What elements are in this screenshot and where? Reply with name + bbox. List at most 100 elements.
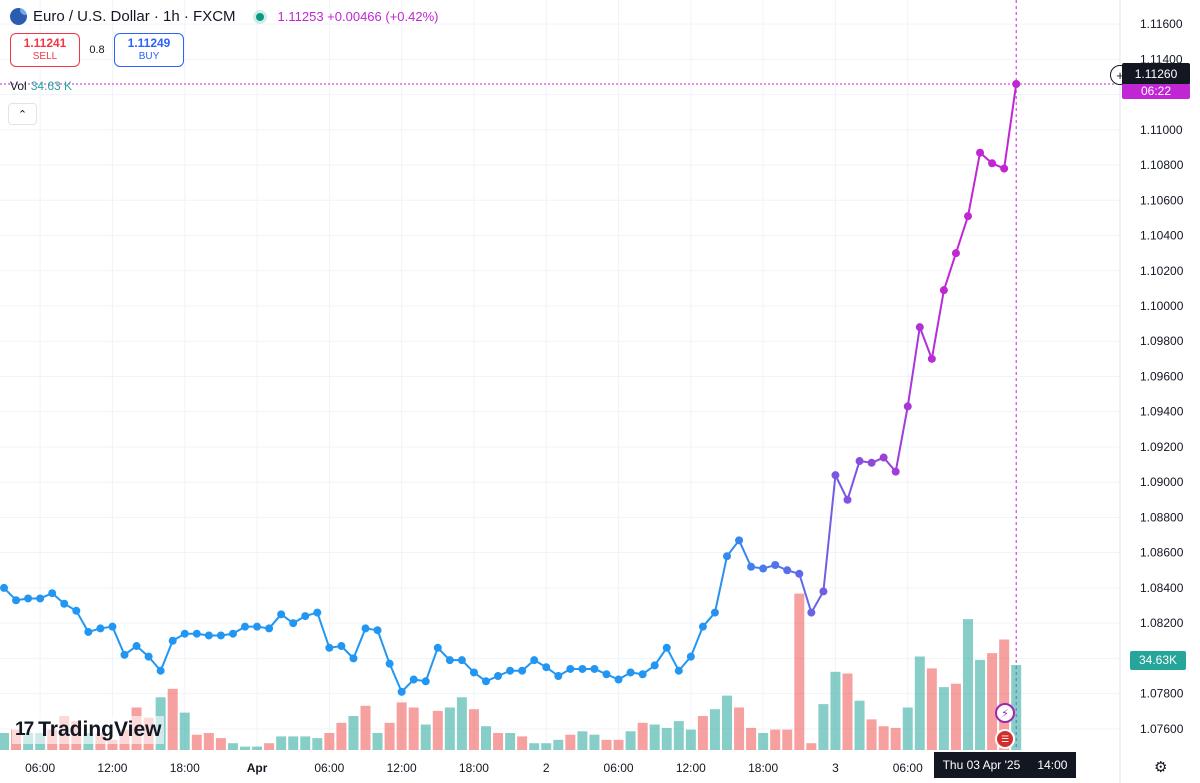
tradingview-mark-icon: 17 bbox=[15, 719, 34, 740]
price-point bbox=[457, 656, 466, 665]
volume-bar bbox=[601, 739, 612, 750]
price-point bbox=[988, 159, 997, 168]
volume-bar bbox=[191, 734, 202, 750]
time-tick-label: 3 bbox=[832, 761, 839, 775]
price-point bbox=[24, 594, 33, 603]
price-point bbox=[361, 624, 370, 633]
price-point bbox=[397, 687, 406, 696]
price-point bbox=[253, 622, 262, 631]
price-point bbox=[1012, 80, 1021, 88]
price-point bbox=[337, 642, 346, 651]
time-tick-label: 18:00 bbox=[748, 761, 778, 775]
price-segment bbox=[798, 572, 813, 614]
price-point bbox=[879, 453, 888, 462]
volume-bar bbox=[987, 653, 998, 750]
price-tick-label: 1.10200 bbox=[1140, 264, 1184, 278]
volume-bar bbox=[613, 739, 624, 750]
price-point bbox=[494, 672, 503, 680]
price-tick-label: 1.09600 bbox=[1140, 369, 1184, 383]
price-point bbox=[180, 629, 189, 638]
price-tick-label: 1.08800 bbox=[1140, 510, 1184, 524]
price-point bbox=[819, 587, 828, 596]
volume-bar bbox=[950, 683, 961, 750]
price-point bbox=[289, 619, 298, 628]
tradingview-logo[interactable]: 17 TradingView bbox=[12, 716, 165, 744]
chevron-up-icon: ⌃ bbox=[17, 108, 28, 121]
price-tick-label: 1.10600 bbox=[1140, 193, 1184, 207]
volume-bar bbox=[468, 709, 479, 750]
symbol-title[interactable]: Euro / U.S. Dollar · 1h · FXCM bbox=[33, 8, 236, 25]
price-point bbox=[168, 636, 177, 645]
sell-button[interactable]: 1.11241 SELL bbox=[10, 33, 80, 67]
volume-bar bbox=[914, 656, 925, 750]
time-tick-label: 06:00 bbox=[604, 761, 634, 775]
price-point bbox=[241, 622, 249, 631]
price-point bbox=[964, 212, 972, 221]
price-point bbox=[614, 675, 623, 684]
price-segment bbox=[906, 326, 921, 408]
price-segment bbox=[111, 625, 126, 656]
price-point bbox=[747, 562, 756, 571]
price-point bbox=[204, 631, 213, 640]
price-segment bbox=[846, 460, 861, 501]
bar-countdown: 06:22 bbox=[1122, 84, 1190, 99]
price-point bbox=[0, 583, 8, 592]
volume-bar bbox=[336, 722, 347, 750]
volume-bar bbox=[444, 707, 455, 750]
time-tick-label: 2 bbox=[543, 761, 550, 775]
price-point bbox=[951, 249, 960, 258]
price-segment bbox=[316, 611, 331, 649]
volume-legend-value: 34.63 K bbox=[30, 79, 73, 93]
price-point bbox=[807, 608, 816, 617]
volume-bar bbox=[854, 700, 865, 750]
settings-gear-icon[interactable]: ⚙ bbox=[1154, 759, 1168, 776]
price-point bbox=[421, 677, 430, 686]
volume-bar bbox=[577, 731, 588, 750]
volume-bar bbox=[782, 729, 793, 750]
volume-bar bbox=[661, 727, 672, 750]
time-axis: 06:00 12:00 18:00 Apr 06:00 12:00 18:00 2 06:00 1… bbox=[25, 761, 923, 775]
us-flag-event-icon[interactable]: ☰ bbox=[995, 729, 1015, 749]
market-open-status-icon[interactable] bbox=[255, 12, 264, 21]
price-points bbox=[0, 80, 1021, 696]
buy-button[interactable]: 1.11249 BUY bbox=[114, 33, 184, 67]
time-tick-label: 18:00 bbox=[459, 761, 489, 775]
volume-bar bbox=[963, 619, 973, 750]
crosshair-date: Thu 03 Apr '25 bbox=[942, 758, 1021, 772]
lightning-event-icon[interactable]: ⚡ bbox=[995, 703, 1015, 723]
collapse-legend-button[interactable]: ⌃ bbox=[8, 103, 37, 125]
price-tick-label: 1.07800 bbox=[1140, 687, 1184, 701]
price-tick-label: 1.08200 bbox=[1140, 616, 1184, 630]
volume-bar bbox=[360, 705, 371, 750]
volume-bar bbox=[420, 724, 431, 750]
price-point bbox=[843, 495, 852, 504]
price-segment bbox=[1003, 83, 1018, 170]
price-point bbox=[216, 631, 225, 640]
volume-bar bbox=[252, 746, 263, 750]
price-point bbox=[626, 668, 635, 677]
price-point bbox=[710, 608, 719, 617]
price-point bbox=[976, 148, 985, 157]
time-tick-label: 12:00 bbox=[676, 761, 706, 775]
price-segment bbox=[424, 646, 439, 683]
time-tick-label: 06:00 bbox=[893, 761, 923, 775]
volume-bar bbox=[1011, 665, 1022, 750]
price-point bbox=[518, 666, 527, 675]
volume-bar bbox=[227, 743, 238, 750]
price-point bbox=[831, 471, 840, 480]
price-tick-label: 1.10800 bbox=[1140, 158, 1184, 172]
volume-bar bbox=[288, 736, 299, 750]
volume-bar bbox=[264, 743, 275, 750]
price-tick-label: 1.10400 bbox=[1140, 229, 1184, 243]
volume-bar bbox=[975, 659, 986, 750]
price-tick-label: 1.07600 bbox=[1140, 722, 1184, 736]
price-segment bbox=[918, 326, 933, 360]
volume-bar bbox=[565, 734, 576, 750]
price-point bbox=[506, 666, 515, 675]
volume-bar bbox=[830, 671, 841, 750]
volume-legend[interactable]: Vol 34.63 K bbox=[10, 79, 72, 93]
volume-bar bbox=[722, 695, 732, 750]
price-segment bbox=[738, 539, 753, 568]
time-tick-label: 06:00 bbox=[314, 761, 344, 775]
